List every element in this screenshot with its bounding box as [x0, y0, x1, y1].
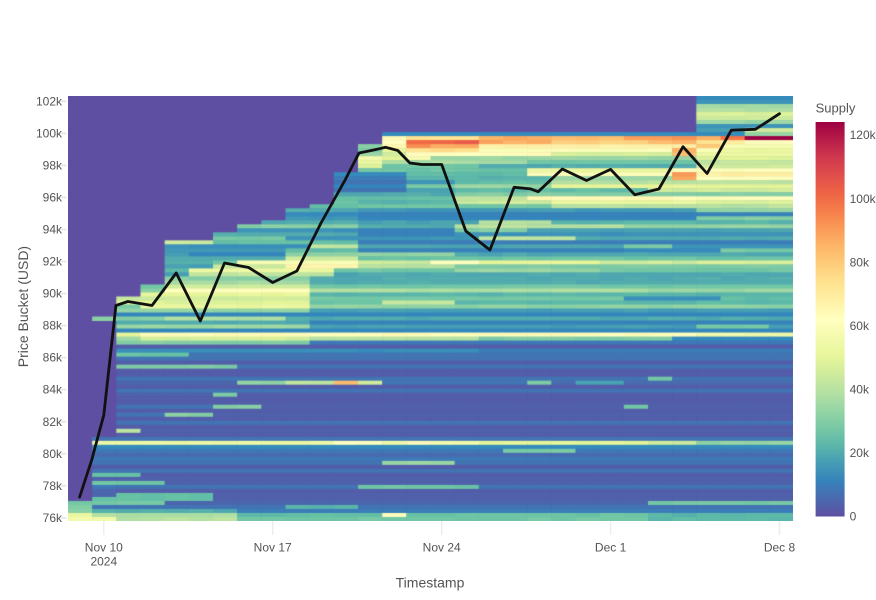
svg-text:100k: 100k [850, 192, 876, 206]
svg-text:Timestamp: Timestamp [396, 575, 465, 591]
svg-text:92k: 92k [43, 255, 63, 269]
svg-text:88k: 88k [43, 319, 63, 333]
svg-text:120k: 120k [850, 128, 876, 142]
svg-text:20k: 20k [850, 446, 870, 460]
svg-text:40k: 40k [850, 382, 870, 396]
svg-text:0: 0 [850, 510, 857, 524]
svg-text:80k: 80k [850, 255, 870, 269]
svg-text:Nov 17: Nov 17 [254, 541, 292, 555]
svg-text:96k: 96k [43, 190, 63, 204]
svg-text:84k: 84k [43, 383, 63, 397]
svg-text:Dec 8: Dec 8 [764, 541, 796, 555]
svg-text:90k: 90k [43, 287, 63, 301]
svg-text:60k: 60k [850, 319, 870, 333]
svg-text:78k: 78k [43, 479, 63, 493]
svg-text:76k: 76k [43, 511, 63, 525]
svg-text:98k: 98k [43, 158, 63, 172]
svg-text:Nov 10: Nov 10 [85, 541, 123, 555]
svg-text:2024: 2024 [90, 555, 117, 569]
svg-text:Price Bucket (USD): Price Bucket (USD) [15, 246, 31, 367]
svg-text:Supply: Supply [816, 101, 856, 116]
svg-text:100k: 100k [36, 126, 63, 140]
svg-text:102k: 102k [36, 94, 63, 108]
svg-text:Dec 1: Dec 1 [595, 541, 627, 555]
svg-text:86k: 86k [43, 351, 63, 365]
svg-text:82k: 82k [43, 415, 63, 429]
svg-text:Nov 24: Nov 24 [423, 541, 461, 555]
svg-text:80k: 80k [43, 447, 63, 461]
svg-text:94k: 94k [43, 223, 63, 237]
